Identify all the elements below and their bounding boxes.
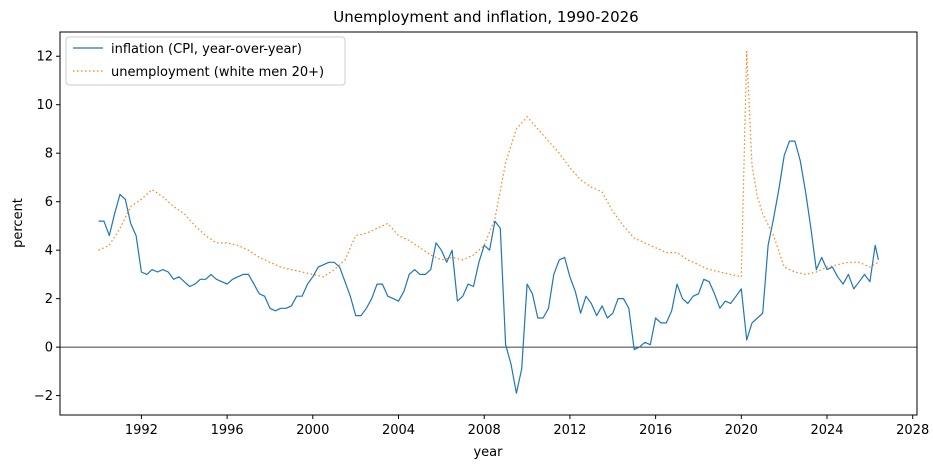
plot-frame [59,31,918,416]
x-tick-label: 2000 [296,423,329,438]
y-tick-label: 6 [45,195,53,210]
series-lines [98,50,879,394]
legend-label-inflation: inflation (CPI, year-over-year) [111,42,302,57]
x-tick-label: 2008 [468,423,501,438]
y-tick-label: −2 [34,389,53,404]
x-tick-label: 2016 [639,423,672,438]
x-tick-label: 2012 [553,423,586,438]
series-line-inflation [98,140,879,394]
y-tick-label: 4 [45,244,53,259]
x-tick-label: 2024 [810,423,843,438]
x-axis: 1992 1996 2000 2004 2008 2012 2016 2020 2024 2028 [125,415,929,438]
legend: inflation (CPI, year-over-year) unemploy… [65,36,346,86]
y-axis-label: percent [11,198,26,248]
x-tick-label: 2020 [725,423,758,438]
x-axis-label: year [473,445,503,460]
y-tick-label: 0 [45,341,53,356]
chart-title: Unemployment and inflation, 1990-2026 [333,8,638,26]
y-axis: −2 0 2 4 6 8 10 12 [34,50,60,404]
y-tick-label: 8 [45,147,53,162]
y-tick-label: 10 [36,98,53,113]
y-tick-label: 12 [36,50,53,65]
x-tick-label: 2028 [896,423,929,438]
series-line-unemployment [98,50,879,278]
legend-label-unemployment: unemployment (white men 20+) [111,65,324,80]
x-tick-label: 1992 [125,423,158,438]
legend-box [65,36,346,86]
x-tick-label: 2004 [382,423,415,438]
x-tick-label: 1996 [211,423,244,438]
y-tick-label: 2 [45,292,53,307]
